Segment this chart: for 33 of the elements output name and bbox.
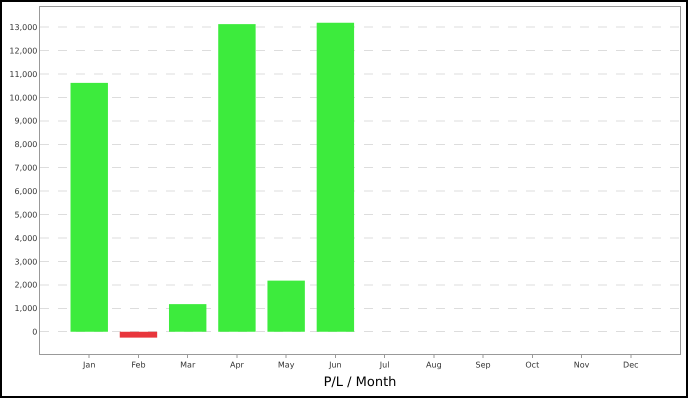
- y-tick-label: 0: [32, 328, 38, 337]
- bar: [70, 82, 108, 332]
- x-tick-label: Jul: [378, 360, 390, 370]
- x-tick-label: Jan: [82, 360, 96, 370]
- x-tick-label: May: [278, 360, 295, 370]
- x-axis-title: P/L / Month: [324, 375, 396, 390]
- y-tick-label: 9,000: [14, 116, 38, 126]
- y-tick-label: 4,000: [14, 234, 38, 243]
- x-tick-label: Aug: [426, 360, 442, 370]
- y-tick-label: 12,000: [9, 46, 38, 56]
- y-tick-label: 6,000: [14, 186, 38, 196]
- y-tick-label: 13,000: [9, 22, 38, 32]
- y-tick-label: 2,000: [14, 280, 38, 290]
- x-tick-label: Jun: [328, 360, 342, 370]
- x-tick-label: Nov: [574, 360, 590, 370]
- x-tick-label: Apr: [230, 360, 245, 370]
- x-tick-label: Feb: [131, 360, 146, 370]
- bar: [316, 22, 354, 332]
- x-tick-label: Dec: [623, 360, 639, 370]
- y-tick-label: 11,000: [9, 70, 38, 79]
- x-tick-label: Mar: [180, 360, 196, 370]
- y-tick-label: 8,000: [14, 140, 38, 150]
- y-tick-label: 5,000: [14, 210, 38, 220]
- bar: [218, 24, 256, 332]
- y-tick-label: 10,000: [9, 93, 38, 102]
- y-tick-label: 1,000: [14, 304, 38, 314]
- bar: [120, 332, 158, 338]
- x-tick-label: Sep: [476, 360, 491, 370]
- x-tick-label: Oct: [525, 360, 540, 370]
- bar: [267, 280, 305, 332]
- y-tick-label: 3,000: [14, 257, 38, 266]
- bar: [168, 304, 206, 332]
- y-tick-label: 7,000: [14, 164, 38, 173]
